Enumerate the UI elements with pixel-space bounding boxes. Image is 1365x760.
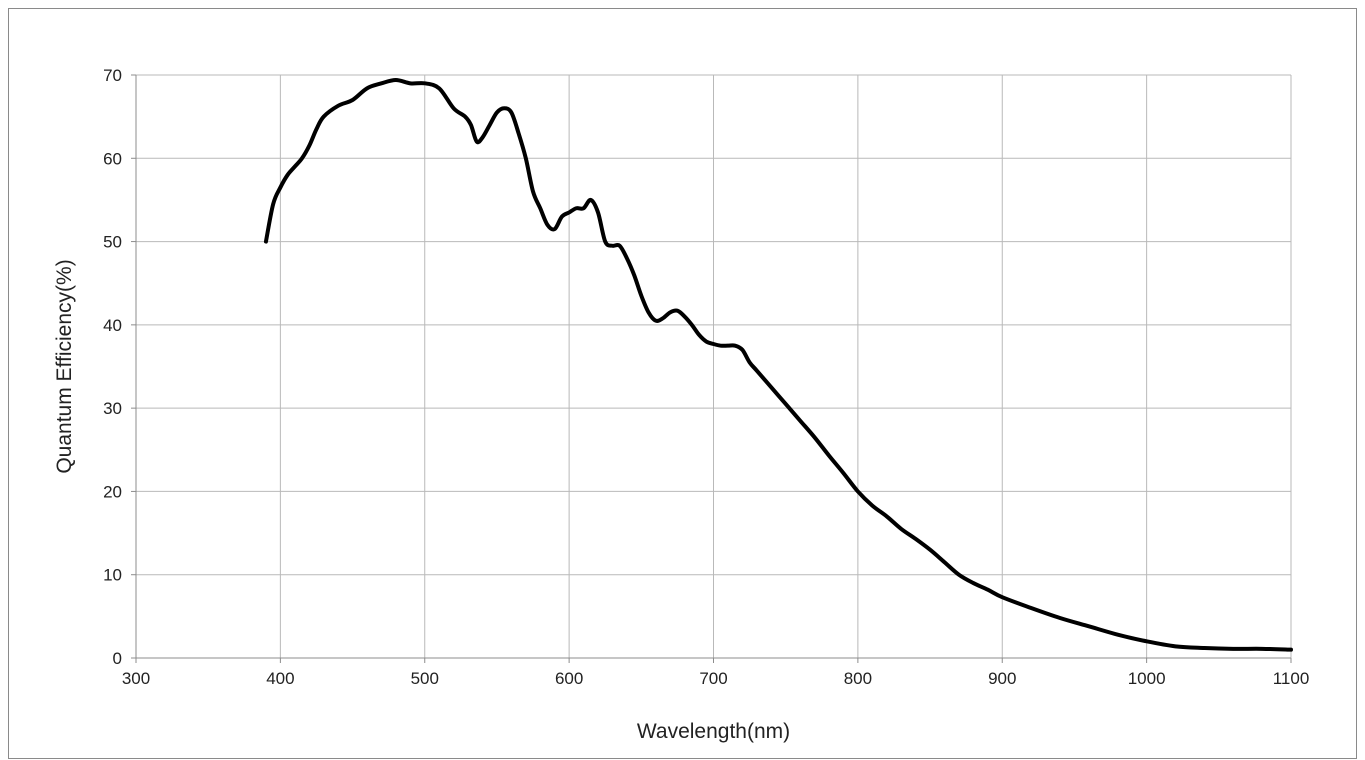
y-tick-label-50: 50 [103,233,122,252]
x-tick-labels: 300 400 500 600 700 800 900 1000 1100 [122,669,1309,688]
x-tick-label-1000: 1000 [1128,669,1166,688]
x-tick-label-500: 500 [411,669,439,688]
x-tick-label-300: 300 [122,669,150,688]
series-line-0 [263,78,1293,652]
y-tick-label-0: 0 [113,649,122,668]
y-tick-label-60: 60 [103,149,122,168]
x-tick-label-400: 400 [266,669,294,688]
x-axis-title: Wavelength(nm) [637,720,790,743]
chart-frame [8,8,1357,759]
x-tick-label-800: 800 [844,669,872,688]
y-tick-label-70: 70 [103,66,122,85]
series-group [263,78,1293,652]
x-tick-label-700: 700 [699,669,727,688]
y-tick-label-40: 40 [103,316,122,335]
x-tick-label-1100: 1100 [1273,669,1310,688]
y-tick-label-20: 20 [103,482,122,501]
y-tick-label-30: 30 [103,399,122,418]
horizontal-gridlines [131,74,1291,659]
x-tick-label-900: 900 [988,669,1016,688]
y-axis-title: Quantum Efficiency(%) [53,259,76,473]
y-tick-labels: 0 10 20 30 40 50 60 70 [103,66,122,668]
vertical-gridlines [135,75,1292,663]
x-tick-label-600: 600 [555,669,583,688]
y-tick-label-10: 10 [103,566,122,585]
